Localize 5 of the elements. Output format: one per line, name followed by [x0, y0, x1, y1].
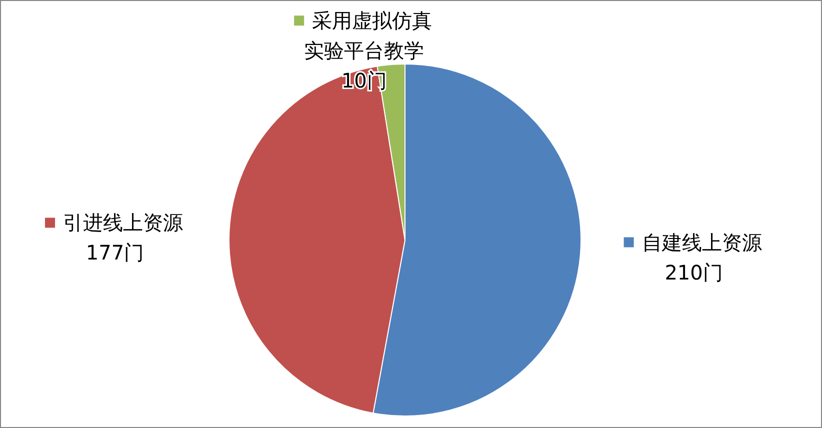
- legend-label: 采用虚拟仿真实验平台教学: [304, 8, 432, 63]
- legend-label: 引进线上资源: [63, 210, 184, 235]
- data-label: 210门: [664, 260, 723, 284]
- legend-label: 自建线上资源: [642, 230, 762, 254]
- data-label: 177门: [86, 240, 144, 265]
